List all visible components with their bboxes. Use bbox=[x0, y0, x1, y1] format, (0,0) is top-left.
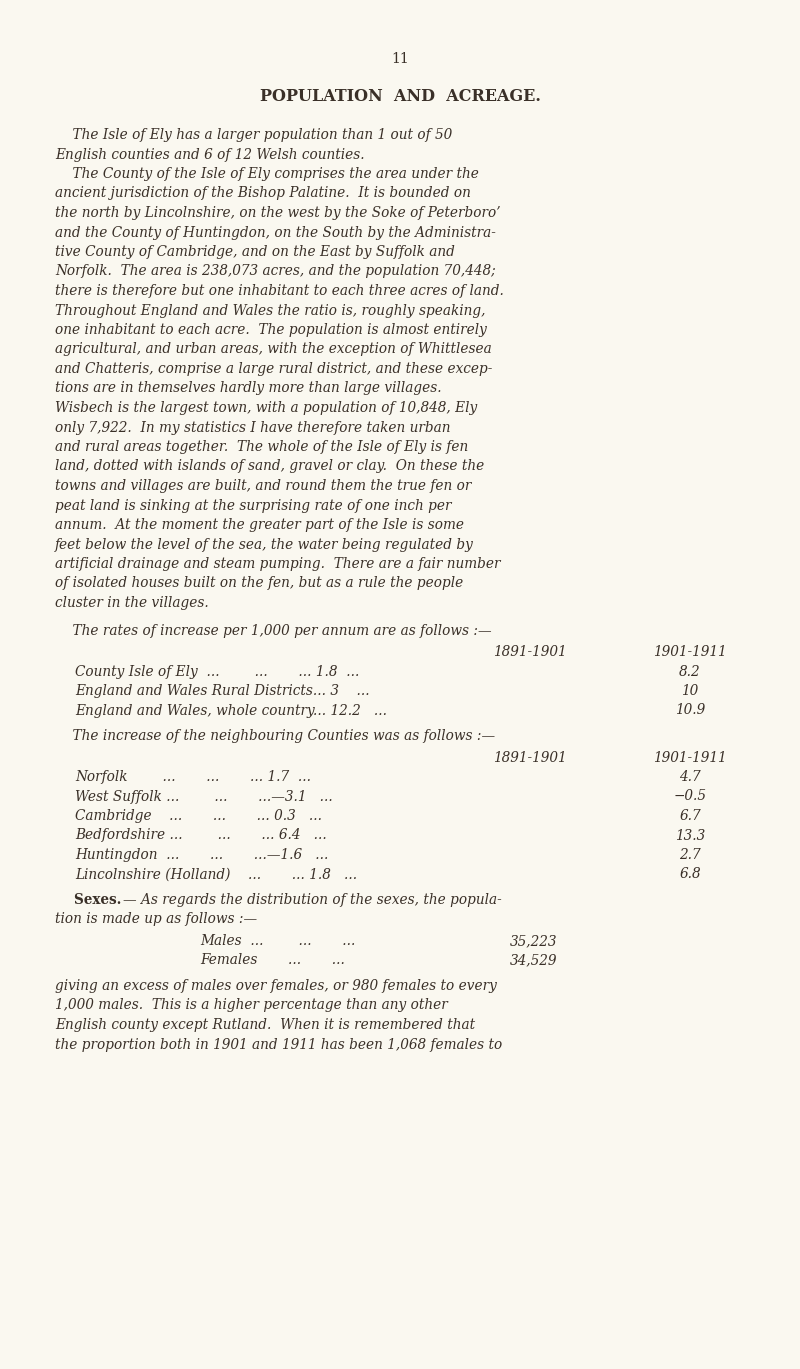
Text: 1891-1901: 1891-1901 bbox=[493, 645, 567, 658]
Text: 35,223: 35,223 bbox=[510, 934, 558, 947]
Text: — As regards the distribution of the sexes, the popula-: — As regards the distribution of the sex… bbox=[123, 893, 502, 908]
Text: −0.5: −0.5 bbox=[674, 790, 706, 804]
Text: and Chatteris, comprise a large rural district, and these excep-: and Chatteris, comprise a large rural di… bbox=[55, 361, 492, 376]
Text: Huntingdon  ...       ...       ...—1.6   ...: Huntingdon ... ... ...—1.6 ... bbox=[75, 847, 328, 862]
Text: only 7,922.  In my statistics I have therefore taken urban: only 7,922. In my statistics I have ther… bbox=[55, 420, 450, 434]
Text: 11: 11 bbox=[391, 52, 409, 66]
Text: 1891-1901: 1891-1901 bbox=[493, 750, 567, 764]
Text: Lincolnshire (Holland)    ...       ... 1.8   ...: Lincolnshire (Holland) ... ... 1.8 ... bbox=[75, 868, 357, 882]
Text: Throughout England and Wales the ratio is, roughly speaking,: Throughout England and Wales the ratio i… bbox=[55, 304, 486, 318]
Text: towns and villages are built, and round them the true fen or: towns and villages are built, and round … bbox=[55, 479, 471, 493]
Text: 6.7: 6.7 bbox=[679, 809, 701, 823]
Text: English county except Rutland.  When it is remembered that: English county except Rutland. When it i… bbox=[55, 1019, 475, 1032]
Text: English counties and 6 of 12 Welsh counties.: English counties and 6 of 12 Welsh count… bbox=[55, 148, 365, 162]
Text: the proportion both in 1901 and 1911 has been 1,068 females to: the proportion both in 1901 and 1911 has… bbox=[55, 1038, 502, 1051]
Text: 1901-1911: 1901-1911 bbox=[653, 750, 727, 764]
Text: the north by Lincolnshire, on the west by the Soke of Peterboro’: the north by Lincolnshire, on the west b… bbox=[55, 205, 501, 220]
Text: one inhabitant to each acre.  The population is almost entirely: one inhabitant to each acre. The populat… bbox=[55, 323, 487, 337]
Text: and rural areas together.  The whole of the Isle of Ely is fen: and rural areas together. The whole of t… bbox=[55, 439, 468, 455]
Text: cluster in the villages.: cluster in the villages. bbox=[55, 596, 209, 611]
Text: tions are in themselves hardly more than large villages.: tions are in themselves hardly more than… bbox=[55, 382, 442, 396]
Text: 10: 10 bbox=[682, 684, 698, 698]
Text: 4.7: 4.7 bbox=[679, 769, 701, 784]
Text: artificial drainage and steam pumping.  There are a fair number: artificial drainage and steam pumping. T… bbox=[55, 557, 501, 571]
Text: 6.8: 6.8 bbox=[679, 868, 701, 882]
Text: Norfolk.  The area is 238,073 acres, and the population 70,448;: Norfolk. The area is 238,073 acres, and … bbox=[55, 264, 496, 278]
Text: agricultural, and urban areas, with the exception of Whittlesea: agricultural, and urban areas, with the … bbox=[55, 342, 492, 356]
Text: England and Wales, whole country... 12.2   ...: England and Wales, whole country... 12.2… bbox=[75, 704, 387, 717]
Text: The County of the Isle of Ely comprises the area under the: The County of the Isle of Ely comprises … bbox=[55, 167, 479, 181]
Text: The increase of the neighbouring Counties was as follows :—: The increase of the neighbouring Countie… bbox=[55, 730, 495, 743]
Text: POPULATION  AND  ACREAGE.: POPULATION AND ACREAGE. bbox=[259, 88, 541, 105]
Text: giving an excess of males over females, or 980 females to every: giving an excess of males over females, … bbox=[55, 979, 497, 993]
Text: Males  ...        ...       ...: Males ... ... ... bbox=[200, 934, 355, 947]
Text: Sexes.: Sexes. bbox=[55, 893, 122, 908]
Text: tive County of Cambridge, and on the East by Suffolk and: tive County of Cambridge, and on the Eas… bbox=[55, 245, 455, 259]
Text: Females       ...       ...: Females ... ... bbox=[200, 953, 345, 968]
Text: peat land is sinking at the surprising rate of one inch per: peat land is sinking at the surprising r… bbox=[55, 498, 451, 512]
Text: and the County of Huntingdon, on the South by the Administra-: and the County of Huntingdon, on the Sou… bbox=[55, 226, 496, 240]
Text: Wisbech is the largest town, with a population of 10,848, Ely: Wisbech is the largest town, with a popu… bbox=[55, 401, 478, 415]
Text: land, dotted with islands of sand, gravel or clay.  On these the: land, dotted with islands of sand, grave… bbox=[55, 460, 484, 474]
Text: The Isle of Ely has a larger population than 1 out of 50: The Isle of Ely has a larger population … bbox=[55, 127, 452, 142]
Text: 1,000 males.  This is a higher percentage than any other: 1,000 males. This is a higher percentage… bbox=[55, 998, 448, 1013]
Text: County Isle of Ely  ...        ...       ... 1.8  ...: County Isle of Ely ... ... ... 1.8 ... bbox=[75, 664, 359, 679]
Text: 1901-1911: 1901-1911 bbox=[653, 645, 727, 658]
Text: West Suffolk ...        ...       ...—3.1   ...: West Suffolk ... ... ...—3.1 ... bbox=[75, 790, 333, 804]
Text: feet below the level of the sea, the water being regulated by: feet below the level of the sea, the wat… bbox=[55, 538, 474, 552]
Text: 8.2: 8.2 bbox=[679, 664, 701, 679]
Text: Cambridge    ...       ...       ... 0.3   ...: Cambridge ... ... ... 0.3 ... bbox=[75, 809, 322, 823]
Text: The rates of increase per 1,000 per annum are as follows :—: The rates of increase per 1,000 per annu… bbox=[55, 623, 492, 638]
Text: 13.3: 13.3 bbox=[675, 828, 705, 842]
Text: 10.9: 10.9 bbox=[675, 704, 705, 717]
Text: 2.7: 2.7 bbox=[679, 847, 701, 862]
Text: ancient jurisdiction of the Bishop Palatine.  It is bounded on: ancient jurisdiction of the Bishop Palat… bbox=[55, 186, 471, 200]
Text: 34,529: 34,529 bbox=[510, 953, 558, 968]
Text: there is therefore but one inhabitant to each three acres of land.: there is therefore but one inhabitant to… bbox=[55, 283, 504, 298]
Text: Norfolk        ...       ...       ... 1.7  ...: Norfolk ... ... ... 1.7 ... bbox=[75, 769, 311, 784]
Text: England and Wales Rural Districts... 3    ...: England and Wales Rural Districts... 3 .… bbox=[75, 684, 370, 698]
Text: of isolated houses built on the fen, but as a rule the people: of isolated houses built on the fen, but… bbox=[55, 576, 463, 590]
Text: annum.  At the moment the greater part of the Isle is some: annum. At the moment the greater part of… bbox=[55, 517, 464, 533]
Text: tion is made up as follows :—: tion is made up as follows :— bbox=[55, 913, 257, 927]
Text: Bedfordshire ...        ...       ... 6.4   ...: Bedfordshire ... ... ... 6.4 ... bbox=[75, 828, 326, 842]
